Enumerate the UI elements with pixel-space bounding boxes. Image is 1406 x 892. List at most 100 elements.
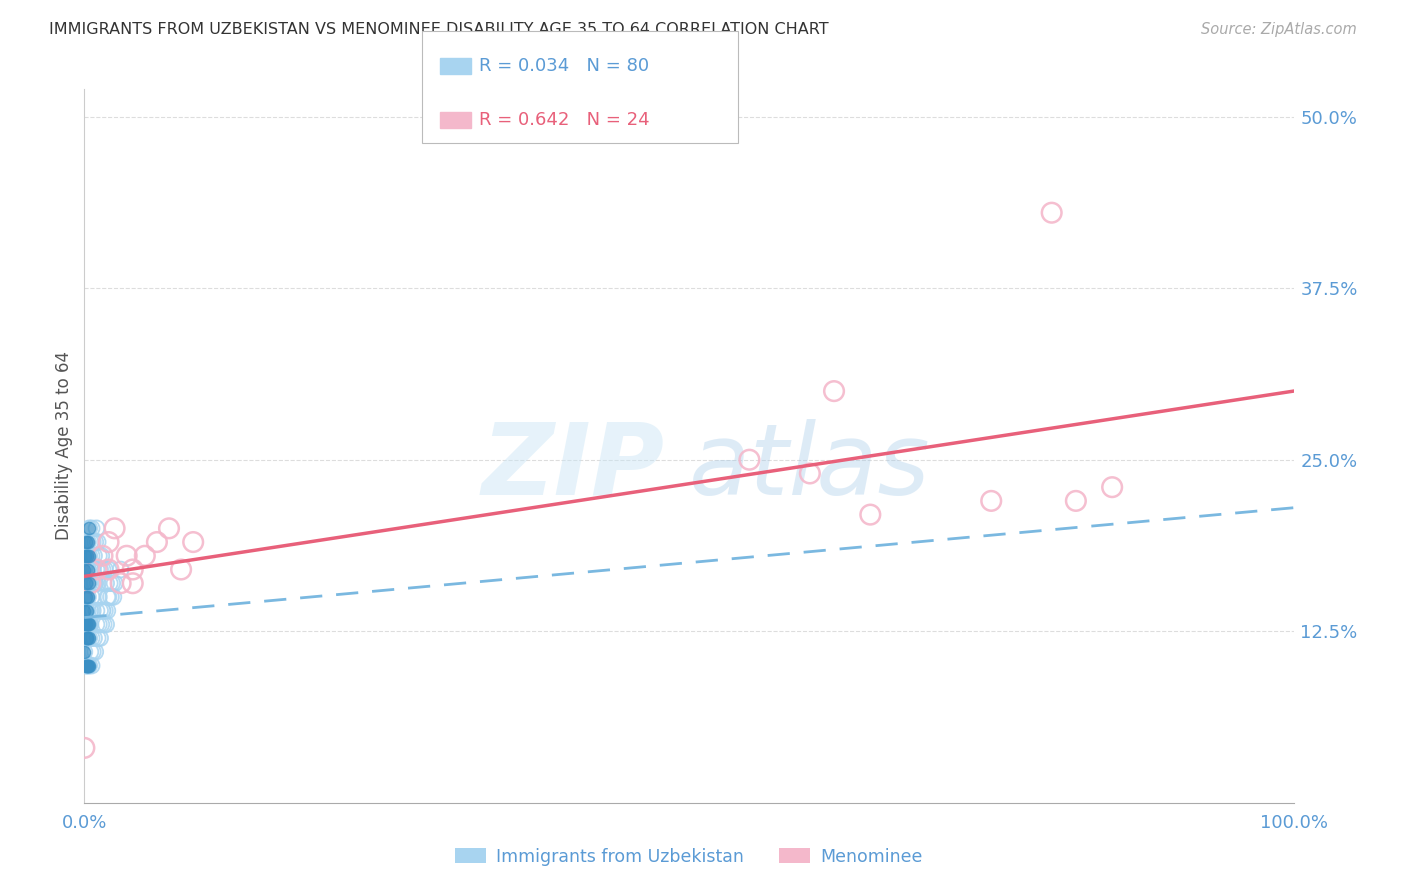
Point xyxy=(80,549,103,563)
Point xyxy=(77,658,100,673)
Point xyxy=(86,631,108,645)
Point xyxy=(75,535,97,549)
Point xyxy=(91,604,114,618)
Point xyxy=(75,576,97,591)
Point xyxy=(100,590,122,604)
Point xyxy=(799,467,821,481)
Point xyxy=(93,617,115,632)
Legend: Immigrants from Uzbekistan, Menominee: Immigrants from Uzbekistan, Menominee xyxy=(449,841,929,872)
Point xyxy=(94,617,117,632)
Point xyxy=(80,521,103,535)
Point xyxy=(101,576,124,591)
Point xyxy=(89,562,111,576)
Point xyxy=(91,549,114,563)
Text: R = 0.034   N = 80: R = 0.034 N = 80 xyxy=(479,57,650,75)
Point xyxy=(110,576,132,591)
Point xyxy=(84,645,107,659)
Point xyxy=(77,617,100,632)
Point xyxy=(1064,494,1087,508)
Y-axis label: Disability Age 35 to 64: Disability Age 35 to 64 xyxy=(55,351,73,541)
Point xyxy=(134,549,156,563)
Point xyxy=(97,590,120,604)
Point xyxy=(75,658,97,673)
Point xyxy=(77,562,100,576)
Text: atlas: atlas xyxy=(689,419,931,516)
Point xyxy=(77,549,100,563)
Point xyxy=(738,452,761,467)
Point xyxy=(97,535,120,549)
Point xyxy=(87,617,110,632)
Point xyxy=(80,590,103,604)
Text: R = 0.642   N = 24: R = 0.642 N = 24 xyxy=(479,111,650,128)
Point xyxy=(79,535,101,549)
Point xyxy=(77,590,100,604)
Point xyxy=(97,562,120,576)
Point xyxy=(82,645,104,659)
Point xyxy=(90,549,112,563)
Point xyxy=(86,535,108,549)
Point xyxy=(73,740,96,755)
Point xyxy=(77,535,100,549)
Point xyxy=(94,562,117,576)
Point xyxy=(73,645,96,659)
Point xyxy=(79,617,101,632)
Point xyxy=(86,617,108,632)
Point xyxy=(75,590,97,604)
Point xyxy=(73,562,96,576)
Point xyxy=(82,604,104,618)
Point xyxy=(77,617,100,632)
Point xyxy=(73,549,96,563)
Point xyxy=(823,384,845,398)
Point xyxy=(94,604,117,618)
Point xyxy=(89,631,111,645)
Point xyxy=(75,576,97,591)
Point xyxy=(76,631,98,645)
Point xyxy=(82,562,104,576)
Point xyxy=(86,562,108,576)
Point xyxy=(89,604,111,618)
Point xyxy=(77,617,100,632)
Point xyxy=(76,604,98,618)
Point xyxy=(76,549,98,563)
Text: ZIP: ZIP xyxy=(482,419,665,516)
Point xyxy=(73,617,96,632)
Point xyxy=(83,631,105,645)
Point xyxy=(76,658,98,673)
Point xyxy=(115,549,138,563)
Point xyxy=(79,562,101,576)
Point xyxy=(77,549,100,563)
Point xyxy=(93,576,115,591)
Point xyxy=(157,521,180,535)
Point xyxy=(79,645,101,659)
Point xyxy=(76,549,98,563)
Point xyxy=(77,535,100,549)
Point xyxy=(77,631,100,645)
Point xyxy=(86,604,108,618)
Point xyxy=(98,576,121,591)
Point xyxy=(77,590,100,604)
Point xyxy=(76,658,98,673)
Point xyxy=(73,604,96,618)
Point xyxy=(110,562,132,576)
Point xyxy=(96,604,118,618)
Point xyxy=(1101,480,1123,494)
Point xyxy=(76,631,98,645)
Point xyxy=(77,521,100,535)
Point xyxy=(96,590,118,604)
Point xyxy=(1040,205,1063,219)
Point xyxy=(84,535,107,549)
Point xyxy=(75,535,97,549)
Point xyxy=(79,604,101,618)
Point xyxy=(104,521,127,535)
Text: IMMIGRANTS FROM UZBEKISTAN VS MENOMINEE DISABILITY AGE 35 TO 64 CORRELATION CHAR: IMMIGRANTS FROM UZBEKISTAN VS MENOMINEE … xyxy=(49,22,828,37)
Point xyxy=(75,658,97,673)
Point xyxy=(73,604,96,618)
Point xyxy=(86,562,108,576)
Point xyxy=(170,562,193,576)
Point xyxy=(121,562,143,576)
Point xyxy=(79,576,101,591)
Point xyxy=(104,576,127,591)
Point xyxy=(97,562,120,576)
Point xyxy=(73,645,96,659)
Point xyxy=(75,617,97,632)
